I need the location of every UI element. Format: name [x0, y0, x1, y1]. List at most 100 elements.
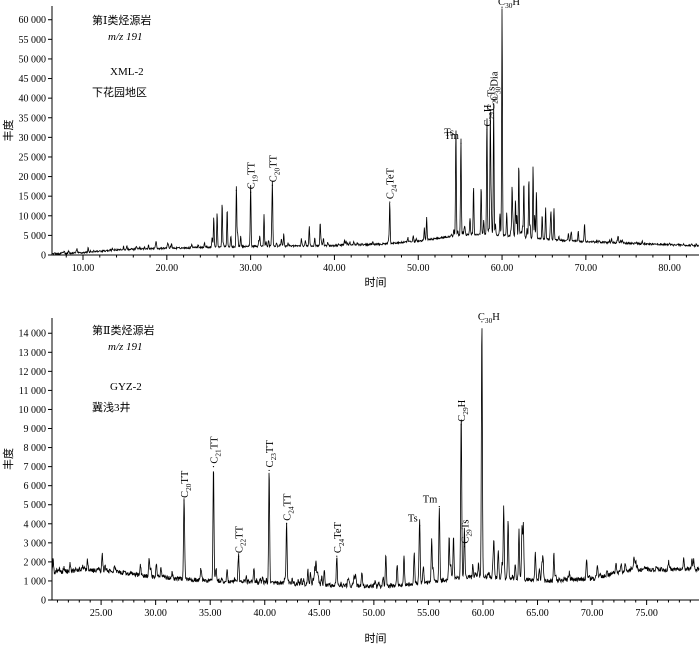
y-tick-label: 0	[41, 251, 46, 262]
y-axis-label: 丰度	[1, 120, 15, 142]
peak-label: Tm	[444, 131, 459, 142]
peak-label: C24TeT	[333, 521, 346, 553]
peak-label: C22TT	[235, 525, 248, 553]
y-tick-label: 5 000	[24, 231, 47, 242]
y-tick-label: 4 000	[24, 519, 47, 530]
x-tick-label: 20.00	[156, 263, 179, 274]
chromatogram-trace	[51, 328, 700, 590]
x-tick-label: 50.00	[363, 608, 386, 619]
y-tick-label: 13 000	[19, 348, 47, 359]
x-axis-label: 时间	[365, 632, 387, 645]
mass-to-charge: m/z 191	[108, 31, 143, 43]
chromatogram-trace	[51, 8, 700, 256]
peak-label: C21TT	[209, 436, 222, 464]
y-tick-label: 2 000	[24, 557, 47, 568]
y-tick-label: 12 000	[19, 367, 47, 378]
y-tick-label: 60 000	[19, 15, 47, 26]
y-tick-label: 8 000	[24, 443, 47, 454]
x-tick-label: 70.00	[581, 608, 604, 619]
y-tick-label: 35 000	[19, 113, 47, 124]
peak-apex	[212, 466, 215, 468]
peak-label: Tm	[423, 495, 438, 506]
y-tick-label: 45 000	[19, 74, 47, 85]
source-rock-class: 第Ⅱ类烃源岩	[92, 323, 154, 337]
x-tick-label: 30.00	[144, 608, 167, 619]
peak-label: Ts	[408, 514, 418, 525]
peak-apex	[460, 424, 462, 426]
peak-apex	[237, 555, 240, 557]
x-tick-label: 45.00	[308, 608, 331, 619]
sample-location: 下花园地区	[92, 86, 147, 99]
peak-label: Ts	[444, 127, 454, 138]
peak-label: C23TT	[265, 440, 278, 468]
peak-apex	[268, 469, 270, 472]
peak-label: C29Ts	[486, 87, 499, 111]
peak-apex	[285, 523, 288, 525]
y-tick-label: 9 000	[24, 424, 47, 435]
mass-to-charge: m/z 191	[108, 341, 143, 353]
x-tick-label: 70.00	[575, 263, 598, 274]
x-tick-label: 75.00	[635, 608, 658, 619]
source-rock-class: 第Ⅰ类烃源岩	[92, 13, 151, 27]
peak-label: C24TT	[283, 493, 296, 521]
y-tick-label: 20 000	[19, 172, 47, 183]
peak-apex	[501, 6, 503, 8]
sample-id: GYZ-2	[110, 381, 142, 393]
peak-apex	[271, 184, 274, 186]
y-tick-label: 7 000	[24, 462, 47, 473]
x-tick-label: 60.00	[472, 608, 495, 619]
peak-apex	[419, 525, 421, 527]
y-tick-label: 6 000	[24, 481, 47, 492]
peak-label: C29Ts	[460, 520, 473, 544]
x-tick-label: 25.00	[90, 608, 113, 619]
peak-label: C19TT	[247, 161, 260, 189]
x-axis-label: 时间	[365, 276, 387, 289]
peak-apex	[389, 201, 391, 203]
peak-apex	[438, 506, 440, 508]
peak-apex	[336, 555, 338, 557]
y-tick-label: 3 000	[24, 538, 47, 549]
peak-apex	[183, 500, 185, 502]
x-tick-label: 65.00	[526, 608, 549, 619]
peak-label: C30H	[478, 312, 500, 325]
y-axis-label: 丰度	[1, 448, 15, 470]
peak-label: C29H	[457, 399, 470, 421]
chart-1: 0 5 000 10 000 15 000 20 000 25 000 30 000 35 0…	[1, 0, 700, 289]
peak-apex	[489, 113, 491, 115]
peak-label: C30H	[498, 0, 520, 10]
x-tick-label: 40.00	[254, 608, 277, 619]
peak-label: C24TeT	[386, 167, 399, 199]
y-tick-label: 0	[41, 596, 46, 607]
y-tick-label: 5 000	[24, 500, 47, 511]
y-tick-label: 10 000	[19, 211, 47, 222]
x-tick-label: 80.00	[658, 263, 681, 274]
peak-apex	[493, 103, 495, 105]
peak-apex	[486, 128, 488, 131]
y-tick-label: 14 000	[19, 329, 47, 340]
x-tick-label: 30.00	[239, 263, 262, 274]
x-tick-label: 40.00	[323, 263, 346, 274]
peak-apex	[455, 138, 457, 140]
x-tick-label: 60.00	[491, 263, 514, 274]
y-tick-label: 50 000	[19, 54, 47, 65]
y-tick-label: 30 000	[19, 133, 47, 144]
peak-apex	[235, 189, 237, 191]
y-tick-label: 55 000	[19, 35, 47, 46]
sample-location: 冀浅3井	[92, 400, 131, 414]
peak-apex	[460, 142, 462, 144]
y-tick-label: 1 000	[24, 576, 47, 587]
y-tick-label: 40 000	[19, 94, 47, 105]
x-tick-label: 50.00	[407, 263, 430, 274]
x-tick-label: 10.00	[72, 263, 95, 274]
peak-apex	[250, 191, 252, 193]
y-tick-label: 11 000	[19, 386, 46, 397]
y-tick-label: 15 000	[19, 192, 47, 203]
peak-apex	[463, 546, 466, 548]
y-tick-label: 25 000	[19, 152, 47, 163]
x-tick-label: 55.00	[417, 608, 440, 619]
sample-id: XML-2	[110, 66, 144, 78]
x-tick-label: 35.00	[199, 608, 222, 619]
y-tick-label: 10 000	[19, 405, 47, 416]
peak-label: C20TT	[180, 470, 193, 498]
